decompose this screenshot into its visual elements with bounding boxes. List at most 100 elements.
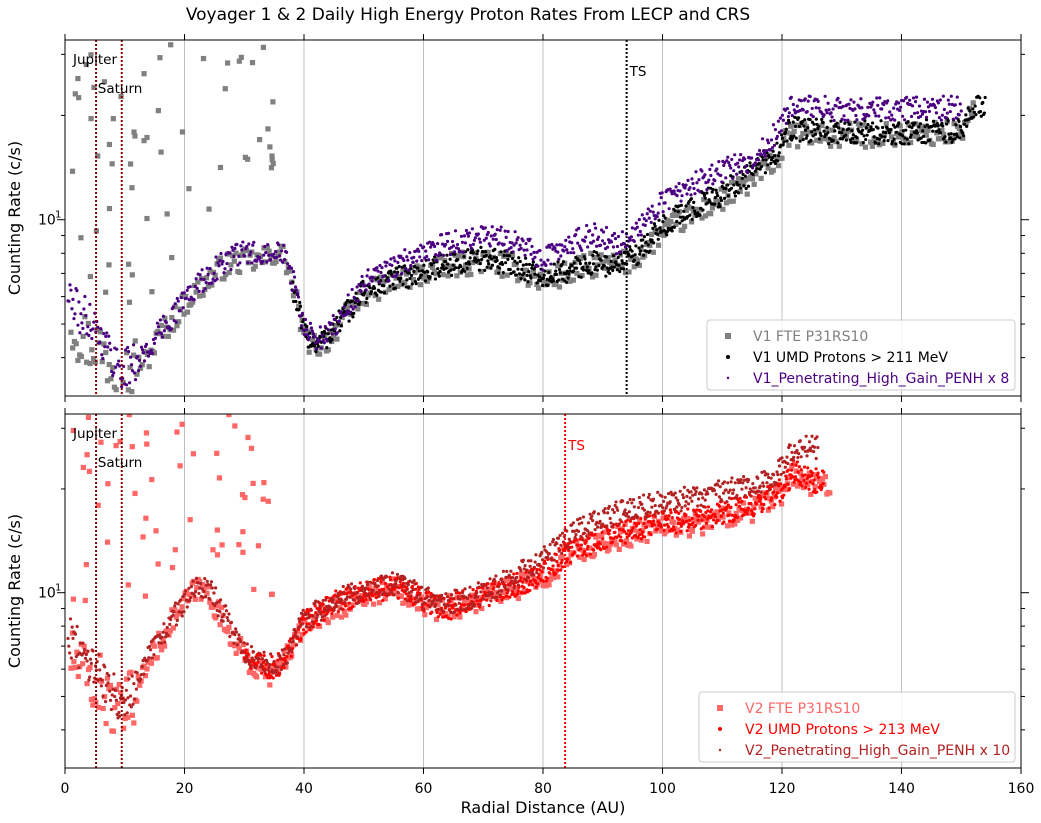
data-point-v1-2: [370, 279, 374, 283]
data-point-v2-2: [426, 586, 430, 590]
data-point-v2-1: [592, 548, 596, 552]
data-point-v2-1: [734, 503, 738, 507]
data-point-v2-2: [341, 584, 345, 589]
data-point-v2-0: [732, 521, 738, 527]
data-point-v1-2: [563, 245, 567, 249]
data-point-v1-2: [427, 258, 431, 262]
data-point-v2-1: [535, 582, 540, 586]
data-point-v1-0: [753, 171, 759, 177]
data-point-v2-2: [216, 614, 220, 618]
data-point-v1-0: [177, 306, 184, 312]
data-point-v1-1: [554, 269, 558, 273]
data-point-v2-2: [108, 689, 112, 693]
data-point-v2-2: [85, 659, 89, 663]
data-point-v1-0: [103, 349, 109, 356]
data-point-v2-1: [672, 525, 676, 529]
data-point-v1-0: [377, 274, 384, 280]
data-point-v2-2: [393, 582, 397, 586]
data-point-v1-0: [951, 121, 957, 127]
data-point-v1-1: [533, 272, 537, 276]
data-point-v2-2: [579, 534, 583, 539]
data-point-v1-0: [197, 293, 203, 299]
data-point-v2-1: [388, 575, 392, 579]
data-point-v1-0: [200, 292, 206, 298]
data-point-v2-0: [280, 658, 286, 665]
data-point-v2-0: [151, 643, 157, 649]
data-point-v1-2: [380, 266, 384, 270]
data-point-v1-2: [700, 169, 704, 173]
data-point-v2-2: [466, 604, 470, 608]
data-point-v2-1: [270, 655, 274, 659]
data-point-v1-1: [781, 143, 785, 147]
data-point-v2-2: [531, 573, 536, 577]
data-point-v2-2: [786, 461, 790, 466]
data-point-v1-2: [766, 141, 771, 145]
data-point-v2-1: [750, 509, 754, 513]
data-point-v2-2: [716, 483, 720, 487]
data-point-v1-2: [717, 160, 721, 164]
data-point-v1-1: [504, 261, 508, 265]
data-point-v2-1: [586, 544, 590, 548]
data-point-v2-2: [104, 683, 108, 687]
data-point-v2-0: [205, 584, 212, 590]
data-point-v1-0: [217, 255, 224, 261]
data-point-v2-2: [179, 610, 184, 614]
data-point-v2-1: [809, 474, 814, 478]
data-point-v1-1: [729, 186, 734, 190]
data-point-v2-0: [433, 616, 440, 623]
data-point-v2-2: [296, 626, 300, 630]
data-point-v1-1: [640, 244, 644, 248]
data-point-v1-1: [328, 336, 332, 340]
data-point-v1-1: [397, 264, 401, 269]
data-point-v2-1: [726, 503, 731, 507]
data-point-v2-0: [290, 642, 296, 648]
data-point-v2-0: [378, 590, 384, 596]
data-point-v1-1: [513, 259, 517, 263]
data-point-v1-1: [847, 122, 852, 126]
data-point-v2-1: [760, 509, 764, 514]
data-point-v1-2: [235, 242, 239, 246]
data-point-v2-2: [214, 601, 219, 605]
data-point-v1-1: [602, 264, 606, 268]
data-point-v2-2: [618, 518, 622, 522]
data-point-v1-0: [236, 269, 243, 275]
data-point-v1-2: [773, 127, 778, 132]
data-point-v2-1: [767, 506, 771, 510]
data-point-v1-2: [728, 163, 732, 168]
data-point-v1-1: [527, 262, 532, 267]
data-point-v1-2: [140, 348, 145, 352]
data-point-v2-2: [262, 650, 266, 654]
data-point-v2-2: [198, 586, 202, 590]
data-point-v2-2: [751, 482, 755, 486]
data-point-v2-1: [511, 591, 515, 596]
data-point-v1-0: [297, 326, 304, 333]
data-point-v2-0: [603, 541, 609, 547]
data-point-v2-0: [299, 631, 305, 637]
data-point-v1-1: [595, 268, 599, 272]
data-point-v1-1: [561, 260, 566, 264]
data-point-v1-0: [523, 267, 530, 274]
data-point-v2-1: [244, 648, 248, 652]
data-point-v1-1: [535, 281, 539, 285]
data-point-v2-2: [409, 594, 413, 598]
data-point-v1-2: [780, 113, 784, 117]
data-point-v2-2: [395, 585, 399, 589]
data-point-v2-0: [645, 521, 652, 527]
data-point-v1-2: [849, 98, 853, 102]
data-point-v1-0: [176, 319, 182, 325]
data-point-v1-2: [514, 241, 518, 245]
data-point-v2-0: [502, 577, 508, 584]
data-point-v1-1: [803, 128, 808, 132]
data-point-v1-2: [436, 241, 440, 246]
data-point-v1-0: [779, 155, 785, 161]
data-point-v1-2: [366, 268, 370, 272]
data-point-v2-2: [86, 649, 90, 653]
data-point-v1-0: [835, 122, 841, 128]
data-point-v1-2: [893, 118, 897, 122]
data-point-v1-2: [299, 324, 304, 328]
data-point-v1-0: [447, 263, 453, 269]
data-point-v2-2: [647, 492, 651, 497]
data-point-v2-1: [448, 597, 453, 601]
data-point-v2-2: [187, 586, 191, 590]
data-point-v2-1: [814, 467, 818, 471]
